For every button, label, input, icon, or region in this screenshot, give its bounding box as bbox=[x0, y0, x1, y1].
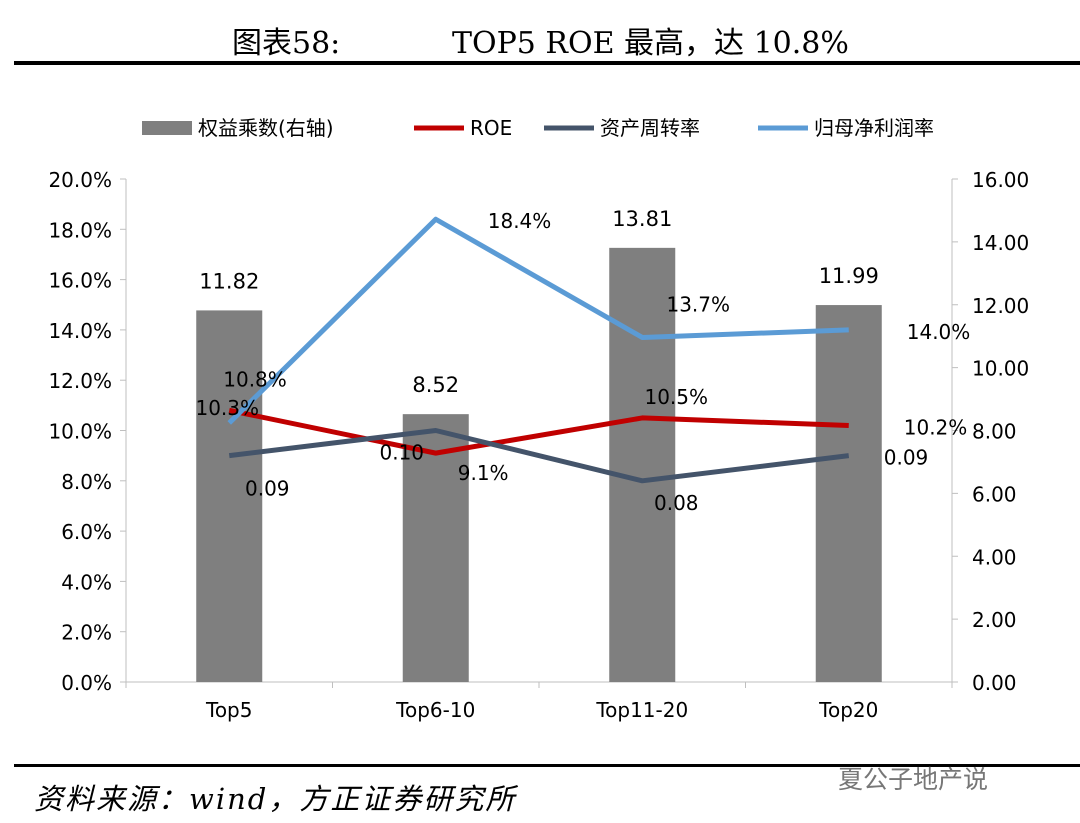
line-value-label: 0.09 bbox=[245, 477, 290, 501]
figure-label: 图表58: bbox=[232, 26, 341, 61]
chart-area: 权益乘数(右轴) ROE 资产周转率 归母净利润率 0.0% 2.0% 4.0% 6.0% 8… bbox=[48, 116, 1029, 722]
data-labels: 11.82 8.52 13.81 11.99 10.8% 9.1% 10.5% 10.2% 0.… bbox=[195, 207, 970, 515]
legend-label: 资产周转率 bbox=[600, 116, 700, 140]
bar bbox=[402, 414, 469, 682]
right-tick-label: 8.00 bbox=[972, 420, 1017, 444]
legend-label: ROE bbox=[470, 116, 512, 140]
bar bbox=[196, 310, 263, 682]
bar-value-label: 11.82 bbox=[199, 269, 259, 293]
chart-title: TOP5 ROE 最高，达 10.8% bbox=[452, 26, 849, 61]
watermark: 夏公子地产说 bbox=[838, 765, 989, 794]
figure-title: 图表58: TOP5 ROE 最高，达 10.8% bbox=[0, 18, 1080, 62]
series-line bbox=[228, 407, 849, 456]
line-value-label: 10.2% bbox=[904, 415, 968, 439]
series-line bbox=[228, 428, 850, 484]
left-tick-label: 20.0% bbox=[48, 168, 112, 192]
legend-label: 权益乘数(右轴) bbox=[198, 116, 334, 140]
line-value-label: 14.0% bbox=[907, 320, 971, 344]
bar-series bbox=[196, 247, 882, 682]
legend: 权益乘数(右轴) ROE 资产周转率 归母净利润率 bbox=[142, 116, 934, 140]
line-value-label: 10.3% bbox=[195, 396, 259, 420]
left-tick-label: 4.0% bbox=[61, 570, 112, 594]
x-axis: Top5 Top6-10 Top11-20 Top20 bbox=[125, 681, 953, 722]
right-tick-label: 16.00 bbox=[972, 168, 1029, 192]
left-axis: 0.0% 2.0% 4.0% 6.0% 8.0% 10.0% 12.0% 14.0% 16.0%… bbox=[48, 168, 127, 695]
bar bbox=[815, 305, 882, 682]
right-tick-label: 10.00 bbox=[972, 357, 1029, 381]
left-tick-label: 14.0% bbox=[48, 319, 112, 343]
bar-value-label: 8.52 bbox=[412, 373, 459, 397]
left-tick-label: 18.0% bbox=[48, 218, 112, 242]
line-value-label: 10.8% bbox=[223, 367, 287, 391]
line-value-label: 13.7% bbox=[666, 292, 730, 316]
line-value-label: 0.10 bbox=[379, 441, 424, 465]
right-tick-label: 4.00 bbox=[972, 545, 1017, 569]
right-tick-label: 12.00 bbox=[972, 294, 1029, 318]
x-tick-label: Top6-10 bbox=[395, 698, 475, 722]
line-value-label: 10.5% bbox=[644, 385, 708, 409]
right-tick-label: 0.00 bbox=[972, 671, 1017, 695]
line-series bbox=[227, 216, 850, 484]
top-rule bbox=[14, 61, 1080, 65]
x-tick-label: Top5 bbox=[205, 698, 252, 722]
right-tick-label: 2.00 bbox=[972, 608, 1017, 632]
line-value-label: 0.08 bbox=[654, 491, 699, 515]
legend-swatch-bar bbox=[142, 121, 192, 135]
bar-value-label: 11.99 bbox=[819, 264, 879, 288]
left-tick-label: 10.0% bbox=[48, 420, 112, 444]
left-tick-label: 16.0% bbox=[48, 269, 112, 293]
bar-value-label: 13.81 bbox=[612, 207, 672, 231]
left-tick-label: 2.0% bbox=[61, 621, 112, 645]
line-value-label: 0.09 bbox=[884, 446, 929, 470]
legend-label: 归母净利润率 bbox=[814, 116, 934, 140]
left-tick-label: 0.0% bbox=[61, 671, 112, 695]
series-line bbox=[227, 216, 849, 425]
bar bbox=[609, 247, 676, 682]
right-tick-label: 6.00 bbox=[972, 482, 1017, 506]
right-tick-label: 14.00 bbox=[972, 231, 1029, 255]
x-tick-label: Top11-20 bbox=[595, 698, 688, 722]
left-tick-label: 12.0% bbox=[48, 369, 112, 393]
line-value-label: 18.4% bbox=[488, 209, 552, 233]
line-value-label: 9.1% bbox=[458, 461, 509, 485]
left-tick-label: 8.0% bbox=[61, 470, 112, 494]
bottom-rule bbox=[14, 764, 1080, 767]
right-axis: 0.00 2.00 4.00 6.00 8.00 10.00 12.00 14.00 16.00 bbox=[951, 168, 1029, 695]
left-tick-label: 6.0% bbox=[61, 520, 112, 544]
source-note: 资料来源：wind，方正证券研究所 bbox=[34, 782, 517, 816]
x-tick-label: Top20 bbox=[818, 698, 878, 722]
